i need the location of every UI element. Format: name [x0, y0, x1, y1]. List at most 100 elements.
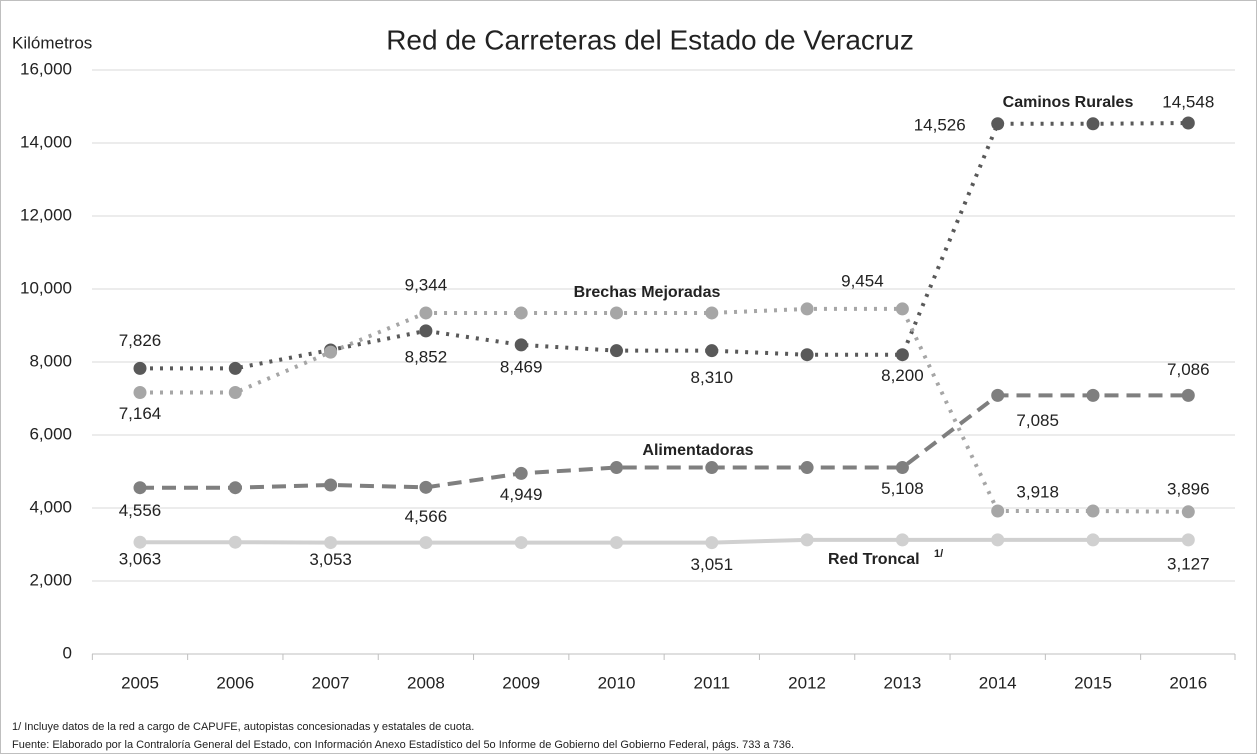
marker	[324, 478, 338, 492]
marker	[800, 461, 814, 475]
marker	[133, 481, 147, 495]
marker	[610, 344, 623, 358]
marker	[895, 533, 909, 547]
marker	[514, 466, 528, 480]
marker	[705, 306, 719, 320]
data-label: 14,526	[914, 115, 966, 134]
marker	[1181, 533, 1195, 547]
data-label: 8,852	[405, 347, 448, 366]
marker	[991, 533, 1005, 547]
x-tick-label: 2006	[216, 673, 254, 692]
footnote-mark: 1/	[934, 548, 943, 560]
marker	[1086, 388, 1100, 402]
x-tick-label: 2013	[883, 673, 921, 692]
data-label: 4,566	[405, 507, 448, 526]
data-label: 4,949	[500, 485, 543, 504]
marker	[133, 386, 147, 400]
x-tick-label: 2012	[788, 673, 826, 692]
data-label: 9,454	[841, 271, 884, 290]
data-label: 3,063	[119, 550, 162, 569]
marker	[610, 306, 623, 320]
series-label: Caminos Rurales	[1003, 94, 1134, 111]
series-label: Alimentadoras	[642, 442, 753, 459]
x-tick-label: 2015	[1074, 673, 1112, 692]
y-tick-label: 8,000	[29, 351, 72, 370]
marker	[1086, 117, 1100, 131]
series-label: Red Troncal	[828, 551, 920, 568]
marker	[419, 306, 433, 320]
x-tick-label: 2011	[694, 673, 731, 692]
marker	[1181, 505, 1195, 519]
series-line	[140, 537, 1189, 545]
marker	[1181, 388, 1195, 402]
y-tick-label: 0	[63, 643, 72, 662]
data-label: 8,200	[881, 366, 924, 385]
marker	[228, 481, 242, 495]
marker	[800, 302, 814, 316]
data-label: 7,826	[119, 331, 162, 350]
x-tick-label: 2010	[598, 673, 636, 692]
data-label: 7,164	[119, 404, 162, 423]
y-tick-label: 4,000	[29, 497, 72, 516]
marker	[514, 536, 528, 550]
data-label: 7,085	[1016, 411, 1059, 430]
marker	[324, 345, 338, 359]
marker	[514, 306, 528, 320]
x-tick-label: 2016	[1169, 673, 1207, 692]
marker	[610, 536, 623, 550]
marker	[228, 535, 242, 549]
data-label: 9,344	[405, 275, 448, 294]
marker	[895, 461, 909, 475]
data-label: 4,556	[119, 501, 162, 520]
marker	[228, 386, 242, 400]
marker	[133, 535, 147, 549]
x-tick-label: 2008	[407, 673, 445, 692]
data-label: 14,548	[1162, 92, 1214, 111]
data-label: 3,896	[1167, 479, 1210, 498]
marker	[991, 388, 1005, 402]
data-label: 8,310	[691, 368, 734, 387]
marker	[419, 536, 433, 550]
marker	[895, 348, 909, 362]
series-line	[140, 306, 1189, 514]
x-tick-label: 2009	[502, 673, 540, 692]
data-label: 5,108	[881, 479, 924, 498]
x-tick-label: 2005	[121, 673, 159, 692]
y-tick-label: 14,000	[20, 132, 72, 151]
marker	[895, 302, 909, 316]
y-tick-label: 12,000	[20, 205, 72, 224]
marker	[991, 504, 1005, 518]
marker	[514, 338, 528, 352]
marker	[133, 361, 147, 375]
marker	[419, 480, 433, 494]
marker	[228, 361, 242, 375]
data-label: 3,127	[1167, 554, 1210, 573]
marker	[324, 536, 338, 550]
data-label: 7,086	[1167, 360, 1210, 379]
y-tick-label: 2,000	[29, 570, 72, 589]
y-tick-label: 6,000	[29, 424, 72, 443]
y-tick-label: 16,000	[20, 59, 72, 78]
marker	[705, 344, 719, 358]
x-tick-label: 2007	[312, 673, 350, 692]
chart-title: Red de Carreteras del Estado de Veracruz	[386, 24, 914, 55]
x-tick-label: 2014	[979, 673, 1017, 692]
marker	[1181, 116, 1195, 130]
data-label: 3,053	[309, 550, 352, 569]
marker	[800, 533, 814, 547]
marker	[705, 536, 719, 550]
marker	[991, 117, 1005, 131]
marker	[1086, 533, 1100, 547]
source-note: Fuente: Elaborado por la Contraloría Gen…	[12, 739, 794, 751]
marker	[419, 324, 433, 338]
y-axis-label: Kilómetros	[12, 33, 92, 52]
data-label: 3,051	[691, 555, 734, 574]
marker	[800, 348, 814, 362]
footnote: 1/ Incluye datos de la red a cargo de CA…	[12, 721, 474, 733]
series-label: Brechas Mejoradas	[574, 284, 721, 301]
marker	[610, 461, 623, 475]
y-tick-label: 10,000	[20, 278, 72, 297]
data-label: 3,918	[1016, 482, 1059, 501]
